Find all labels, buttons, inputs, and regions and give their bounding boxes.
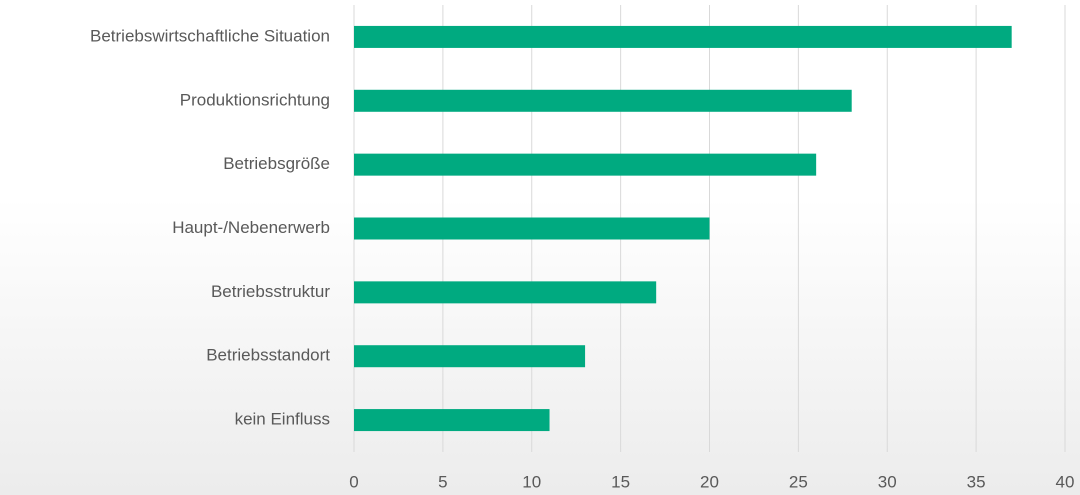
x-tick-label: 20 bbox=[700, 472, 719, 491]
x-tick-label: 10 bbox=[522, 472, 541, 491]
y-tick-label: Betriebsgröße bbox=[223, 154, 330, 173]
y-tick-label: kein Einfluss bbox=[235, 410, 330, 429]
y-tick-label: Produktionsrichtung bbox=[180, 90, 330, 109]
y-tick-label: Betriebswirtschaftliche Situation bbox=[90, 26, 330, 45]
x-tick-label: 5 bbox=[438, 472, 447, 491]
x-tick-label: 40 bbox=[1056, 472, 1075, 491]
x-tick-label: 30 bbox=[878, 472, 897, 491]
bar bbox=[354, 281, 657, 304]
bar bbox=[354, 217, 710, 240]
bar bbox=[354, 409, 550, 432]
bar bbox=[354, 153, 817, 176]
bar bbox=[354, 89, 852, 112]
x-tick-label: 15 bbox=[611, 472, 630, 491]
y-tick-label: Betriebsstandort bbox=[206, 346, 330, 365]
y-tick-label: Haupt-/Nebenerwerb bbox=[172, 218, 330, 237]
bar bbox=[354, 25, 1012, 48]
x-tick-label: 0 bbox=[349, 472, 358, 491]
x-tick-label: 25 bbox=[789, 472, 808, 491]
x-tick-label: 35 bbox=[967, 472, 986, 491]
bar bbox=[354, 345, 586, 368]
y-tick-label: Betriebsstruktur bbox=[211, 282, 330, 301]
